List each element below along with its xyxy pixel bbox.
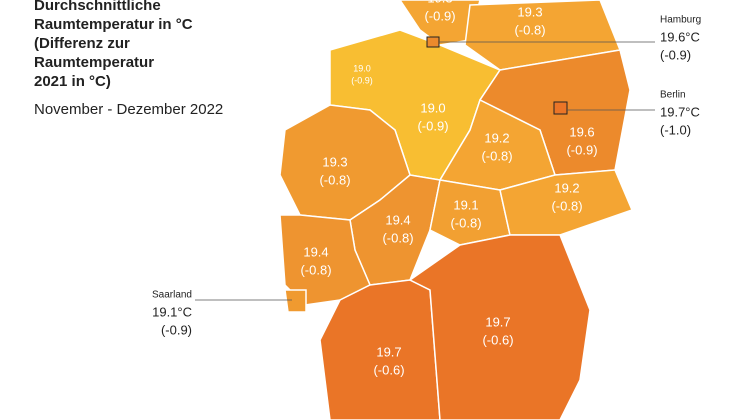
berlin bbox=[553, 101, 568, 115]
region-temp: 19.7 bbox=[376, 344, 401, 359]
states bbox=[279, 0, 634, 420]
region-temp: 19.0 bbox=[353, 63, 371, 73]
region-temp: 19.1 bbox=[453, 197, 478, 212]
title-line: 2021 in °C) bbox=[34, 73, 111, 90]
title-line: Raumtemperatur in °C bbox=[34, 16, 193, 33]
region-diff: (-0.8) bbox=[481, 148, 512, 163]
hamburg bbox=[426, 36, 440, 48]
region-temp: 19.4 bbox=[385, 212, 410, 227]
region-diff: (-0.6) bbox=[373, 362, 404, 377]
callout-diff: (-0.9) bbox=[660, 47, 691, 62]
callout-name: Saarland bbox=[152, 290, 192, 301]
state bbox=[429, 179, 511, 246]
region-diff: (-0.9) bbox=[351, 75, 373, 85]
callout-temp: 19.7°C bbox=[660, 104, 700, 119]
region-diff: (-0.8) bbox=[382, 230, 413, 245]
callout-diff: (-0.9) bbox=[161, 322, 192, 337]
callout-name: Berlin bbox=[660, 90, 686, 101]
callout-name: Hamburg bbox=[660, 15, 701, 26]
callout-temp: 19.6°C bbox=[660, 29, 700, 44]
region-diff: (-0.9) bbox=[424, 8, 455, 23]
state bbox=[408, 234, 591, 420]
region-temp: 19.3 bbox=[517, 4, 542, 19]
region-diff: (-0.8) bbox=[300, 262, 331, 277]
title-line: Raumtemperatur bbox=[34, 54, 154, 71]
region-temp: 19.2 bbox=[484, 130, 509, 145]
region-temp: 19.6 bbox=[569, 124, 594, 139]
callout-temp: 19.1°C bbox=[152, 304, 192, 319]
region-temp: 19.2 bbox=[554, 180, 579, 195]
region-diff: (-0.9) bbox=[566, 142, 597, 157]
region-diff: (-0.8) bbox=[319, 172, 350, 187]
region-diff: (-0.8) bbox=[514, 22, 545, 37]
callout-diff: (-1.0) bbox=[660, 122, 691, 137]
title-line: Durchschnittliche bbox=[34, 0, 161, 14]
region-diff: (-0.9) bbox=[417, 118, 448, 133]
region-temp: 19.3 bbox=[322, 154, 347, 169]
region-temp: 19.0 bbox=[420, 100, 445, 115]
labels: Durchschnittliche Raumtemperatur in °C (Di… bbox=[34, 0, 701, 377]
region-diff: (-0.8) bbox=[450, 215, 481, 230]
region-temp: 19.7 bbox=[485, 314, 510, 329]
region-diff: (-0.6) bbox=[482, 332, 513, 347]
state bbox=[284, 289, 307, 313]
state bbox=[399, 0, 481, 46]
region-temp: 19.4 bbox=[303, 244, 328, 259]
callout-lines bbox=[195, 41, 655, 301]
region-temp: 19.3 bbox=[427, 0, 452, 5]
region-diff: (-0.8) bbox=[551, 198, 582, 213]
subtitle: November - Dezember 2022 bbox=[34, 101, 223, 118]
title-line: (Differenz zur bbox=[34, 35, 130, 52]
